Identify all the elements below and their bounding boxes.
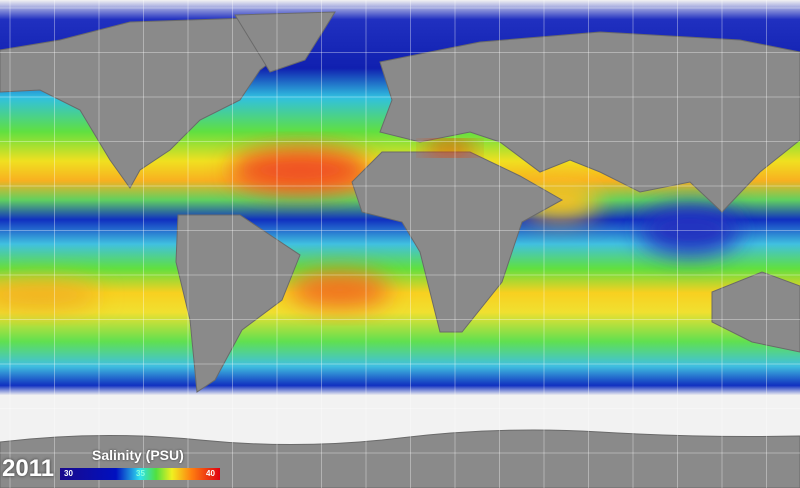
greenland: [234, 11, 336, 73]
australia: [711, 271, 800, 353]
mediterranean-hotspot: [422, 140, 478, 156]
legend-mid-label: 35: [136, 469, 145, 478]
legend-min-label: 30: [64, 469, 73, 478]
legend-colorbar: [60, 468, 220, 480]
south-america: [175, 214, 301, 393]
legend-title: Salinity (PSU): [92, 447, 184, 463]
year-label: 2011: [2, 455, 55, 482]
north-america: [0, 17, 301, 189]
legend-max-label: 40: [206, 469, 215, 478]
eurasia: [379, 31, 800, 213]
continents: [0, 11, 800, 488]
africa: [351, 151, 564, 333]
salinity-hotspots: [0, 148, 740, 309]
